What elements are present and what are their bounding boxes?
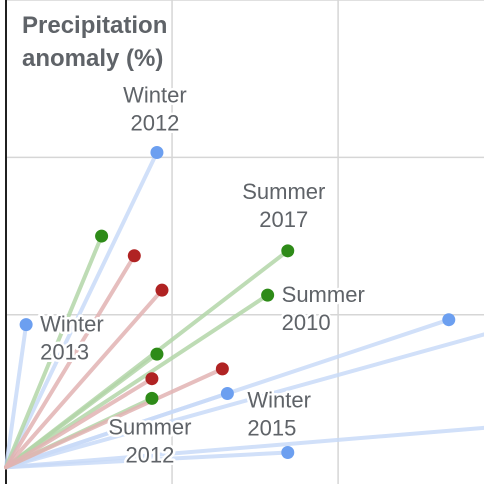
y-axis-title-line-1: anomaly (%) — [22, 45, 163, 72]
summer-label-2-line-1: 2012 — [125, 442, 174, 467]
summer-trail-3 — [4, 234, 104, 470]
winter-point-2 — [220, 386, 234, 400]
red-point-1 — [155, 283, 169, 297]
summer-point-2 — [145, 391, 159, 405]
summer-label-2-line-0: Summer — [108, 414, 191, 439]
winter-trail-1 — [4, 322, 29, 470]
gridlines — [6, 0, 484, 484]
summer-point-0 — [281, 244, 295, 258]
red-trail-1 — [4, 288, 164, 470]
y-axis-title-line-0: Precipitation — [22, 12, 167, 39]
winter-point-1 — [19, 318, 33, 332]
red-trail-2 — [4, 366, 225, 470]
summer-label-1-line-1: 2010 — [282, 310, 331, 335]
summer-trail-4 — [4, 352, 159, 470]
summer-label-0-line-0: Summer — [242, 179, 325, 204]
winter-trail-0 — [4, 150, 159, 470]
summer-label-1-line-0: Summer — [282, 282, 365, 307]
red-point-0 — [127, 249, 141, 263]
winter-point-0 — [150, 145, 164, 159]
red-trail-3 — [4, 376, 154, 470]
winter-label-1-line-1: 2013 — [40, 340, 89, 365]
red-trail-0 — [4, 253, 137, 470]
summer-label-0-line-1: 2017 — [259, 207, 308, 232]
winter-label-2-line-0: Winter — [247, 387, 311, 412]
winter-point-4 — [281, 445, 295, 459]
summer-point-1 — [261, 288, 275, 302]
point-labels: Winter 2012 Winter 2013 Winter 2015 Summer 2017… — [38, 80, 368, 470]
summer-point-4 — [150, 347, 164, 361]
summer-point-3 — [95, 229, 109, 243]
red-point-3 — [145, 372, 159, 386]
winter-trail-4 — [4, 450, 290, 470]
winter-label-0-line-0: Winter — [123, 82, 187, 107]
trail-line-extra-0 — [4, 332, 484, 470]
data-points — [19, 145, 456, 459]
winter-label-0-line-1: 2012 — [130, 110, 179, 135]
y-axis-title: Precipitation anomaly (%) — [22, 12, 167, 72]
winter-point-3 — [442, 313, 456, 327]
winter-label-2-line-1: 2015 — [247, 415, 296, 440]
red-point-2 — [215, 362, 229, 376]
winter-label-1-line-0: Winter — [40, 312, 104, 337]
trail-line-extra-1 — [4, 425, 484, 470]
series-lines — [4, 150, 484, 470]
